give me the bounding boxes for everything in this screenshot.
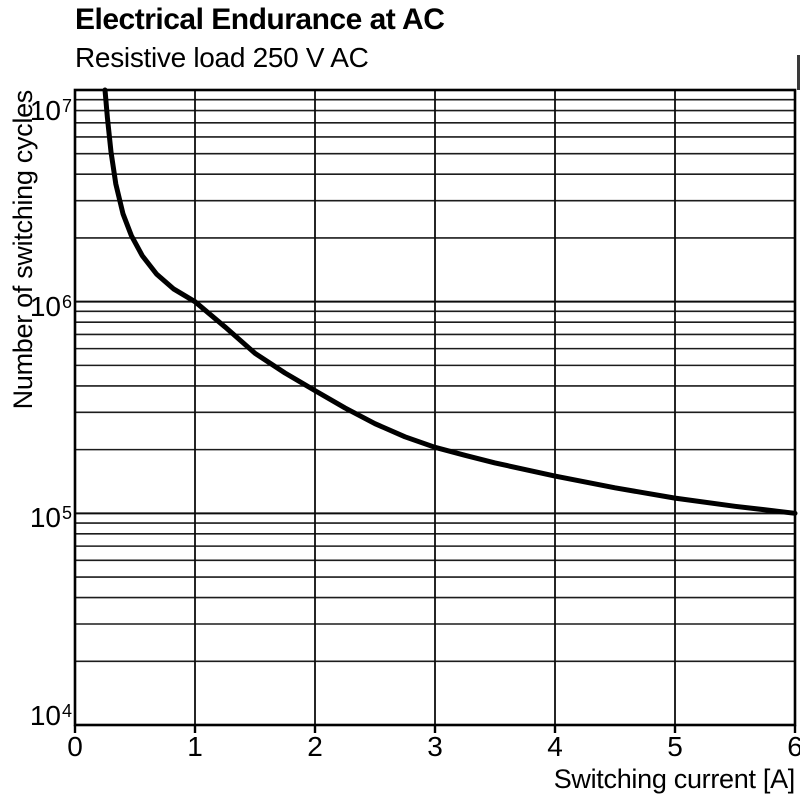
endurance-curve: [102, 87, 798, 516]
plot-frame: [73, 88, 797, 727]
x-axis-title: Switching current [A]: [553, 764, 796, 794]
y-tick-label: 105: [29, 502, 72, 534]
x-tick-label: 1: [187, 731, 203, 762]
y-tick-label: 107: [29, 95, 72, 126]
y-axis-title: Number of switching cycles: [8, 90, 38, 410]
x-tick-label: 6: [787, 731, 800, 762]
x-tick-label: 5: [667, 731, 683, 762]
y-tick-label: 106: [29, 290, 72, 322]
edge-artifact: [797, 55, 800, 90]
y-tick-label: 104: [29, 700, 72, 731]
chart-title: Electrical Endurance at AC: [75, 3, 445, 36]
x-tick-label: 3: [427, 731, 443, 762]
x-tick-label: 4: [547, 731, 563, 762]
x-tick-label: 2: [307, 731, 323, 762]
x-tick-label: 0: [67, 731, 83, 762]
chart-subtitle: Resistive load 250 V AC: [75, 42, 369, 73]
